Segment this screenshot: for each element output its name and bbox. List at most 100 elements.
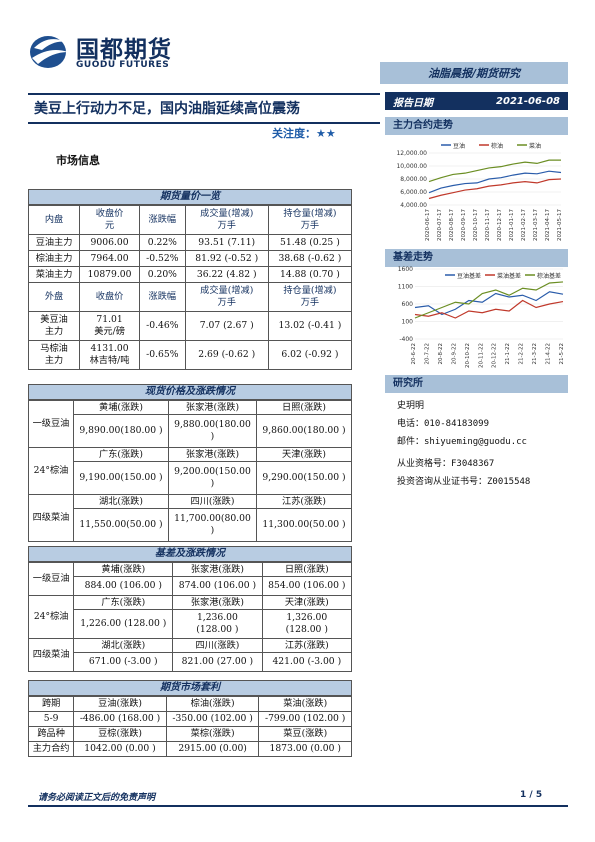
basis-chart: 豆油基差 菜油基差 棕油基差 -400 100 600 1100 1600 20-6-22 20-…: [398, 266, 565, 368]
basis-value-row: 884.00 (106.00 ) 874.00 (106.00 ) 854.00 (…: [29, 576, 353, 596]
spot-region-cell: 张家港(涨跌): [167, 447, 257, 462]
page-number: 1 / 5: [520, 790, 543, 800]
spot-region-cell: 黄埔(涨跌): [72, 400, 169, 415]
logo-cn-text: 国都期货: [76, 37, 172, 63]
futures-cell: 6.02 (-0.92 ): [267, 340, 353, 370]
y-tick-label: 1600: [398, 266, 413, 273]
futures-cell: 38.68 (-0.62 ): [267, 250, 353, 267]
arb-header-row: 跨品种 豆棕(涨跌) 菜棕(涨跌) 菜豆(涨跌): [27, 726, 352, 742]
x-tick-label: 2021-02-17: [521, 209, 527, 241]
spot-region-row: 四级菜油 湖北(涨跌) 四川(涨跌) 江苏(涨跌): [28, 494, 353, 542]
attention-rating: 关注度：★★: [272, 127, 336, 140]
futures-cell: 0.20%: [138, 266, 186, 283]
basis-value-cell: 821.00 (27.00 ): [172, 652, 263, 672]
guodu-logo: 国都期货 GUODU FUTURES: [28, 28, 178, 74]
x-tick-label: 2020-11-17: [485, 209, 491, 241]
spot-region-cell: 广东(涨跌): [72, 447, 169, 462]
y-tick-label: 6,000.00: [400, 189, 427, 196]
futures-cell: 7.07 (2.67 ): [184, 311, 269, 341]
basis-product-cell: 24°棕油: [27, 595, 75, 639]
basis-value-cell: 1,236.00 (128.00 ): [172, 609, 263, 639]
spot-product-cell: 一级豆油: [28, 400, 74, 448]
analyst-email[interactable]: 邮件：shiyueming@guodu.cc: [397, 437, 527, 447]
spot-value-cell: 9,890.00(180.00 ): [72, 414, 169, 448]
analyst-cert: 从业资格号：F3048367: [397, 459, 495, 469]
legend-label: 豆油基差: [457, 272, 481, 280]
spot-value-cell: 11,300.00(50.00 ): [255, 508, 353, 542]
futures-cell: -0.65%: [138, 340, 186, 370]
spot-value-cell: 11,700.00(80.00): [167, 508, 257, 542]
x-tick-label: 2020-07-17: [437, 209, 443, 241]
basis-table-title: 基差及涨跌情况: [28, 546, 352, 562]
y-tick-label: 8,000.00: [400, 176, 427, 183]
futures-cell: 13.02 (-0.41 ): [267, 311, 353, 341]
series-line-菜油基差: [414, 299, 564, 319]
y-tick-label: 12,000.00: [396, 150, 427, 157]
x-tick-label: 21-4-22: [546, 343, 552, 364]
arb-row: 主力合约 1042.00 (0.00 ) 2915.00 (0.00) 1873.00…: [27, 741, 352, 757]
spot-region-row: 一级豆油 黄埔(涨跌) 张家港(涨跌) 日照(涨跌): [28, 400, 353, 448]
futures-header-cell: 收盘价: [79, 282, 140, 312]
x-tick-label: 21-1-22: [505, 343, 511, 364]
date-label: 报告日期: [393, 97, 433, 109]
futures-cell: 菜油主力: [27, 266, 81, 283]
x-tick-label: 20-8-22: [438, 343, 444, 364]
arb-header-cell: 菜豆(涨跌): [258, 726, 352, 742]
futures-header-cell: 成交量(增减) 万手: [184, 282, 269, 312]
futures-row: 美豆油 主力 71.01 美元/磅 -0.46% 7.07 (2.67 ) 13.02 (-…: [27, 311, 353, 341]
spot-value-cell: 9,880.00(180.00): [167, 414, 257, 448]
arb-header-cell: 菜棕(涨跌): [165, 726, 260, 742]
arb-table: 跨期 豆油(涨跌) 棕油(涨跌) 菜油(涨跌) 5-9 -486.00 (168.00 )…: [27, 696, 352, 757]
main-trend-title: 主力合约走势: [385, 117, 568, 135]
x-tick-label: 20-7-22: [424, 343, 430, 364]
spot-region-cell: 四川(涨跌): [167, 494, 257, 509]
futures-cell: 马棕油 主力: [27, 340, 81, 370]
basis-value-row: 1,226.00 (128.00 ) 1,236.00 (128.00 ) 1,326…: [29, 609, 353, 639]
series-line-豆油: [428, 170, 562, 194]
basis-value-cell: 874.00 (106.00 ): [172, 576, 263, 596]
x-tick-label: 2021-01-17: [509, 209, 515, 241]
legend-label: 豆油: [453, 142, 465, 150]
futures-header-cell: 涨跌幅: [138, 205, 186, 235]
futures-cell: 71.01 美元/磅: [79, 311, 140, 341]
futures-cell: -0.52%: [138, 250, 186, 267]
analyst-phone: 电话：010-84183099: [397, 419, 490, 429]
basis-region-cell: 湖北(涨跌): [73, 638, 174, 653]
basis-region-row: 四级菜油 湖北(涨跌) 四川(涨跌) 江苏(涨跌): [27, 638, 353, 672]
x-tick-label: 2020-06-17: [425, 209, 431, 241]
futures-cell: -0.46%: [138, 311, 186, 341]
arb-cell: 2915.00 (0.00): [165, 741, 260, 757]
disclaimer-note: 请务必阅读正文后的免责声明: [38, 793, 156, 803]
futures-header-cell: 持仓量(增减) 万手: [267, 205, 353, 235]
x-tick-label: 2020-08-17: [449, 209, 455, 241]
futures-header-row: 内盘 收盘价元涨跌幅 成交量(增减) 万手 持仓量(增减) 万手: [27, 205, 353, 235]
arb-cell: -350.00 (102.00 ): [165, 711, 260, 727]
spot-region-cell: 天津(涨跌): [255, 447, 353, 462]
analyst-invest-cert: 投资咨询从业证书号：Z0015548: [397, 477, 531, 487]
futures-row: 豆油主力 9006.00 0.22% 93.51 (7.11) 51.48 (0.25 …: [27, 234, 353, 251]
basis-region-cell: 天津(涨跌): [261, 595, 353, 610]
futures-cell: 豆油主力: [27, 234, 81, 251]
basis-value-cell: 854.00 (106.00 ): [261, 576, 353, 596]
futures-cell: 7964.00: [79, 250, 140, 267]
spot-value-cell: 9,290.00(150.00 ): [255, 461, 353, 495]
date-bar: 报告日期 2021-06-08: [385, 92, 568, 110]
arb-header-cell: 棕油(涨跌): [165, 696, 260, 712]
futures-cell: 10879.00: [79, 266, 140, 283]
legend-label: 菜油: [529, 142, 541, 150]
legend-label: 棕油基差: [537, 272, 561, 280]
futures-cell: 美豆油 主力: [27, 311, 81, 341]
legend-label: 棕油: [491, 142, 503, 150]
spot-table-title: 现货价格及涨跌情况: [28, 384, 352, 400]
futures-row: 马棕油 主力 4131.00 林吉特/吨 -0.65% 2.69 (-0.62 ) 6.02…: [27, 340, 353, 370]
basis-region-cell: 江苏(涨跌): [261, 638, 353, 653]
futures-table: 内盘 收盘价元涨跌幅 成交量(增减) 万手 持仓量(增减) 万手 豆油主力 9006.00 0.…: [27, 205, 353, 370]
arb-header-cell: 豆油(涨跌): [73, 696, 167, 712]
y-tick-label: 4,000.00: [400, 202, 427, 209]
futures-cell: 0.22%: [138, 234, 186, 251]
main-contract-chart: 豆油 棕油 菜油 4,000.00 6,000.00 8,000.00 10,000.00 1…: [396, 142, 563, 241]
title-bar: [28, 93, 380, 124]
basis-region-cell: 张家港(涨跌): [172, 595, 263, 610]
series-line-棕油: [428, 178, 562, 200]
futures-cell: 14.88 (0.70 ): [267, 266, 353, 283]
